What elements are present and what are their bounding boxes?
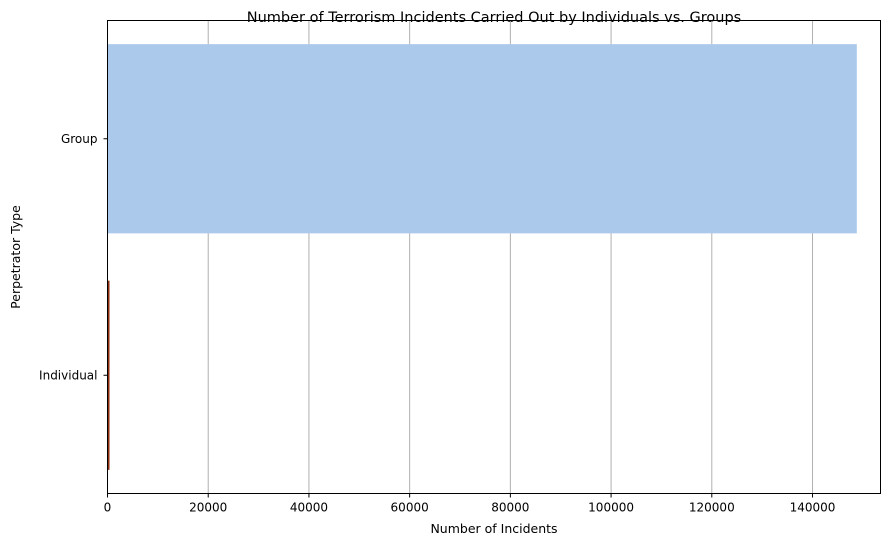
x-tick-label: 0 (104, 501, 112, 515)
bar-individual (107, 280, 110, 470)
x-tick-label: 40000 (290, 501, 328, 515)
bars (107, 44, 857, 470)
x-axis-label: Number of Incidents (430, 521, 557, 536)
x-tick-label: 140000 (790, 501, 836, 515)
x-tick-label: 20000 (189, 501, 227, 515)
x-tick-label: 120000 (689, 501, 735, 515)
x-axis-ticks: 0 20000 40000 60000 80000 100000 120000 140000 (104, 493, 836, 515)
x-tick-label: 100000 (588, 501, 634, 515)
y-axis-label: Perpetrator Type (8, 205, 23, 309)
chart-title: Number of Terrorism Incidents Carried Ou… (247, 10, 741, 26)
x-tick-label: 80000 (491, 501, 529, 515)
y-tick-label: Individual (39, 368, 97, 382)
y-tick-label: Group (61, 132, 98, 146)
bar-group (107, 44, 857, 234)
x-tick-label: 60000 (391, 501, 429, 515)
y-axis-ticks: Group Individual (39, 132, 108, 382)
plot-frame (107, 20, 881, 494)
